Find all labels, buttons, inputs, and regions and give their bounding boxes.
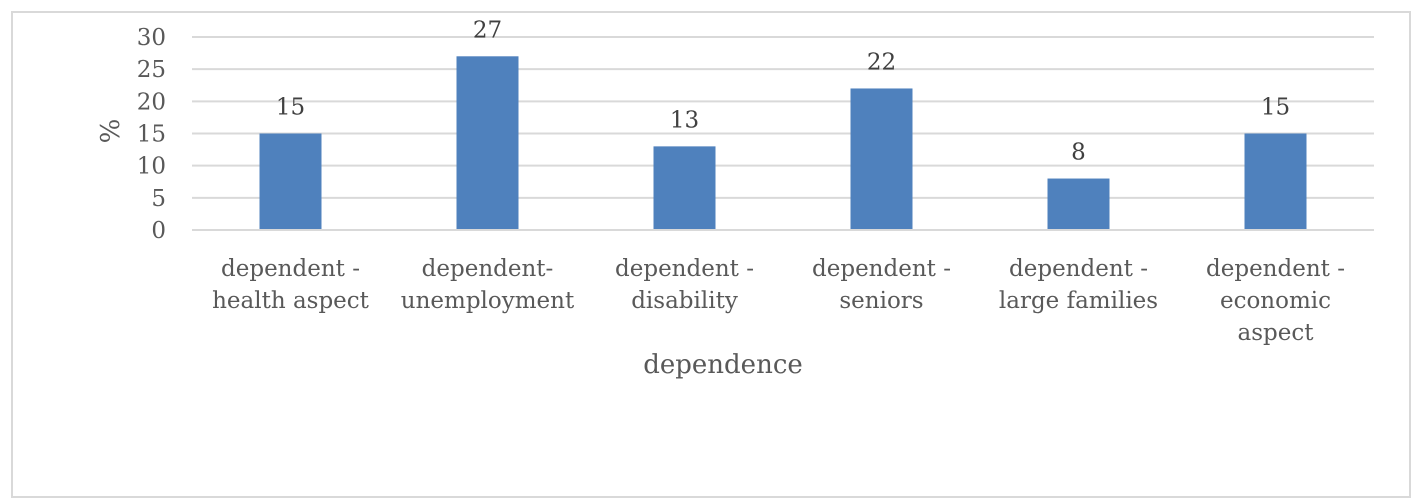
y-tick-label: 15 bbox=[137, 122, 166, 148]
x-tick-label-line: large families bbox=[999, 288, 1158, 314]
x-tick-label: dependent - health aspect bbox=[212, 256, 370, 314]
bar bbox=[259, 133, 322, 230]
chart-frame bbox=[11, 11, 1411, 498]
y-tick-label: 10 bbox=[137, 154, 166, 180]
bar bbox=[1244, 133, 1307, 230]
data-label: 8 bbox=[1071, 140, 1086, 166]
x-tick-label-line: health aspect bbox=[212, 288, 370, 314]
x-tick-label-line: economic bbox=[1220, 288, 1331, 314]
x-tick-label: dependent - large families bbox=[999, 256, 1158, 314]
gridlines bbox=[192, 36, 1374, 231]
x-tick-label-line: unemployment bbox=[401, 288, 575, 314]
x-tick-label-line: aspect bbox=[1238, 320, 1315, 346]
x-tick-label-line: dependent - bbox=[1206, 256, 1345, 282]
bar bbox=[456, 56, 519, 230]
x-tick-label-line: dependent- bbox=[422, 256, 554, 282]
bar bbox=[653, 146, 716, 230]
bar bbox=[1047, 178, 1110, 230]
x-tick-label: dependent - disability bbox=[615, 256, 754, 314]
data-label: 22 bbox=[867, 49, 896, 75]
x-tick-label-line: dependent - bbox=[615, 256, 754, 282]
y-tick-label: 0 bbox=[151, 218, 166, 244]
bar bbox=[850, 88, 913, 230]
data-label: 15 bbox=[1261, 95, 1290, 121]
x-tick-label-line: seniors bbox=[839, 288, 923, 314]
y-axis-title: % bbox=[96, 119, 126, 144]
x-axis-categories: dependent - health aspect dependent-unempl… bbox=[212, 256, 1345, 346]
y-tick-label: 20 bbox=[137, 89, 166, 115]
bars bbox=[259, 56, 1307, 230]
y-axis-ticks: 0 5 10 15 20 25 30 bbox=[137, 25, 166, 244]
x-tick-label: dependent - seniors bbox=[812, 256, 951, 314]
y-tick-label: 30 bbox=[137, 25, 166, 51]
x-tick-label-line: dependent - bbox=[221, 256, 360, 282]
data-label: 27 bbox=[473, 17, 502, 43]
y-tick-label: 25 bbox=[137, 57, 166, 83]
data-labels: 15 27 13 22 8 15 bbox=[276, 17, 1290, 165]
x-tick-label-line: dependent - bbox=[812, 256, 951, 282]
x-axis-title: dependence bbox=[643, 350, 803, 380]
x-tick-label-line: dependent - bbox=[1009, 256, 1148, 282]
x-tick-label: dependent-unemployment bbox=[401, 256, 575, 314]
x-tick-label: dependent - economic aspect bbox=[1206, 256, 1345, 346]
x-tick-label-line: disability bbox=[631, 288, 738, 314]
y-tick-label: 5 bbox=[151, 186, 166, 212]
data-label: 15 bbox=[276, 95, 305, 121]
data-label: 13 bbox=[670, 107, 699, 133]
